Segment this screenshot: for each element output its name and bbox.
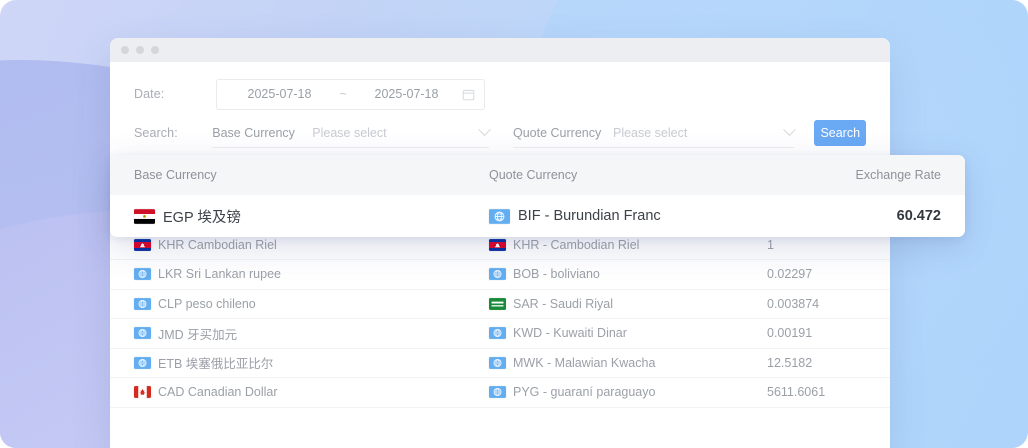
base-currency-cell: LKR Sri Lankan rupee: [134, 267, 489, 281]
date-label: Date:: [134, 87, 165, 101]
base-currency-text: LKR Sri Lankan rupee: [158, 267, 281, 282]
table-row[interactable]: LKR Sri Lankan rupee BOB - boliviano 0.022…: [110, 260, 890, 290]
base-currency-cell: CLP peso chileno: [134, 297, 489, 311]
minimize-icon[interactable]: [136, 46, 144, 54]
popup-header-row: Base Currency Quote Currency Exchange Ra…: [110, 155, 965, 195]
country-flag-icon: [134, 208, 155, 224]
quote-currency-cell: KHR - Cambodian Riel: [489, 238, 767, 252]
popup-column-header-quote: Quote Currency: [489, 168, 578, 182]
globe-icon: [134, 268, 151, 281]
quote-currency-text: BOB - boliviano: [513, 267, 600, 282]
popup-column-header-base: Base Currency: [134, 168, 217, 182]
quote-currency-value[interactable]: Please select: [612, 125, 688, 140]
globe-icon: [134, 356, 151, 369]
base-currency-text: CLP peso chileno: [158, 296, 256, 311]
maximize-icon[interactable]: [151, 46, 159, 54]
base-currency-value[interactable]: Please select: [312, 125, 387, 140]
table-row[interactable]: JMD 牙买加元 KWD - Kuwaiti Dinar 0.00191: [110, 319, 890, 349]
popup-base-currency: EGP 埃及镑: [163, 209, 241, 226]
base-currency-text: ETB 埃塞俄比亚比尔: [158, 357, 274, 372]
popup-quote-cell: BIF - Burundian Franc: [489, 208, 849, 224]
exchange-rate-cell: 0.02297: [767, 267, 813, 282]
chevron-down-icon[interactable]: [783, 123, 797, 137]
quote-currency-cell: BOB - boliviano: [489, 267, 767, 281]
base-currency-cell: KHR Cambodian Riel: [134, 238, 489, 252]
quote-currency-text: PYG - guaraní paraguayo: [513, 385, 656, 400]
date-end-value[interactable]: 2025-07-18: [374, 87, 439, 101]
globe-icon: [489, 327, 506, 340]
date-range-picker[interactable]: 2025-07-18 ~ 2025-07-18: [216, 78, 485, 110]
quote-currency-text: KHR - Cambodian Riel: [513, 237, 640, 252]
table-row[interactable]: CAD Canadian Dollar PYG - guaraní paragua…: [110, 378, 890, 408]
base-currency-cell: ETB 埃塞俄比亚比尔: [134, 353, 489, 372]
globe-icon: [134, 327, 151, 340]
table-row[interactable]: ETB 埃塞俄比亚比尔 MWK - Malawian Kwacha 12.5182: [110, 349, 890, 378]
table-row[interactable]: CLP peso chileno SAR - Saudi Riyal 0.00387…: [110, 290, 890, 319]
popup-result-row[interactable]: EGP 埃及镑 BIF - Burundian Franc 60.472: [110, 195, 965, 237]
base-currency-text: KHR Cambodian Riel: [158, 237, 277, 252]
table-row[interactable]: KHR Cambodian Riel KHR - Cambodian Riel 1: [110, 231, 890, 260]
date-start-value[interactable]: 2025-07-18: [247, 87, 312, 101]
globe-icon: [489, 208, 510, 224]
quote-currency-cell: SAR - Saudi Riyal: [489, 297, 767, 311]
date-filter-row: Date: 2025-07-18 ~ 2025-07-18: [134, 76, 866, 112]
popup-quote-currency: BIF - Burundian Franc: [518, 208, 661, 224]
globe-icon: [134, 297, 151, 310]
country-flag-icon: [134, 386, 151, 399]
exchange-rate-cell: 5611.6061: [767, 385, 826, 400]
window-titlebar: [110, 38, 890, 62]
popup-exchange-rate: 60.472: [896, 208, 941, 224]
popup-base-cell: EGP 埃及镑: [134, 206, 489, 227]
chevron-down-icon[interactable]: [478, 123, 491, 137]
base-currency-cell: JMD 牙买加元: [134, 324, 489, 343]
quote-currency-text: KWD - Kuwaiti Dinar: [513, 326, 627, 341]
popup-column-header-rate: Exchange Rate: [855, 168, 941, 182]
exchange-rate-cell: 0.003874: [767, 296, 820, 311]
quote-currency-text: MWK - Malawian Kwacha: [513, 355, 656, 370]
globe-icon: [489, 356, 506, 369]
search-label: Search:: [134, 126, 178, 140]
base-currency-text: JMD 牙买加元: [158, 327, 238, 342]
quote-currency-text: SAR - Saudi Riyal: [513, 296, 614, 311]
quote-currency-cell: KWD - Kuwaiti Dinar: [489, 326, 767, 340]
globe-icon: [489, 268, 506, 281]
close-icon[interactable]: [121, 46, 129, 54]
filter-bar: Date: 2025-07-18 ~ 2025-07-18 Search: Ba…: [110, 62, 890, 151]
base-currency-text: CAD Canadian Dollar: [158, 385, 278, 400]
quote-currency-cell: PYG - guaraní paraguayo: [489, 385, 767, 399]
exchange-rate-cell: 0.00191: [767, 326, 813, 341]
country-flag-icon: [489, 297, 506, 310]
country-flag-icon: [489, 238, 506, 251]
base-currency-label: Base Currency: [212, 125, 295, 140]
calendar-icon[interactable]: [462, 88, 475, 101]
country-flag-icon: [134, 238, 151, 251]
search-button[interactable]: Search: [814, 120, 867, 146]
quote-currency-label: Quote Currency: [512, 125, 602, 140]
date-range-separator: ~: [339, 87, 347, 101]
highlighted-result-card: Base Currency Quote Currency Exchange Ra…: [110, 155, 965, 237]
quote-currency-select[interactable]: Quote Currency Please select: [512, 118, 797, 148]
quote-currency-cell: MWK - Malawian Kwacha: [489, 356, 767, 370]
exchange-rate-cell: 1: [767, 237, 774, 252]
globe-icon: [489, 386, 506, 399]
app-window: Date: 2025-07-18 ~ 2025-07-18 Search: Ba…: [110, 38, 890, 448]
search-filter-row: Search: Base Currency Please select Quot…: [134, 115, 867, 151]
base-currency-cell: CAD Canadian Dollar: [134, 385, 489, 399]
base-currency-select[interactable]: Base Currency Please select: [212, 118, 491, 148]
exchange-rate-cell: 12.5182: [767, 355, 813, 370]
